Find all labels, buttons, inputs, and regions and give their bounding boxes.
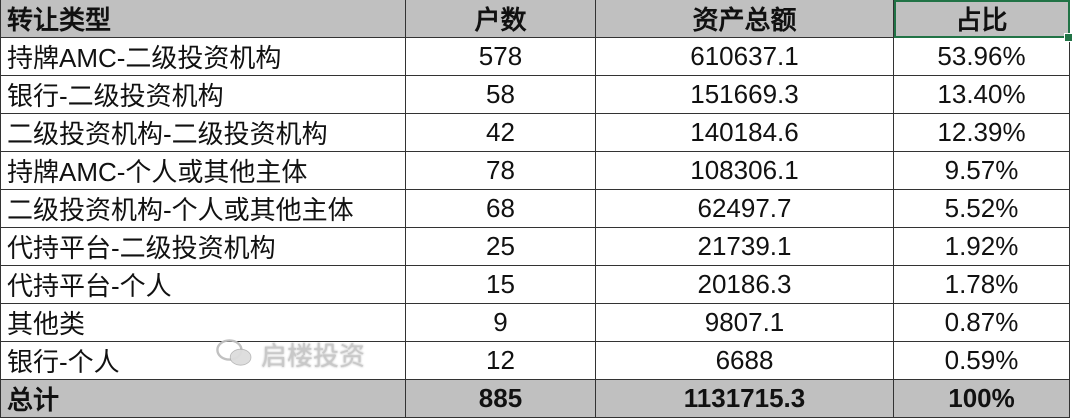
count-cell[interactable]: 68 bbox=[405, 189, 596, 228]
wechat-icon bbox=[216, 339, 252, 366]
share-cell[interactable]: 13.40% bbox=[893, 75, 1070, 114]
type-cell[interactable]: 代持平台-二级投资机构 bbox=[0, 227, 406, 266]
count-cell[interactable]: 12 bbox=[405, 341, 596, 380]
type-cell[interactable]: 持牌AMC-个人或其他主体 bbox=[0, 151, 406, 190]
count-cell[interactable]: 58 bbox=[405, 75, 596, 114]
table-row: 银行-个人 12 6688 0.59% bbox=[0, 341, 1070, 380]
share-cell[interactable]: 0.87% bbox=[893, 303, 1070, 342]
count-cell[interactable]: 42 bbox=[405, 113, 596, 152]
table-row: 持牌AMC-二级投资机构 578 610637.1 53.96% bbox=[0, 37, 1070, 76]
assets-cell[interactable]: 21739.1 bbox=[595, 227, 894, 266]
count-cell[interactable]: 9 bbox=[405, 303, 596, 342]
assets-cell[interactable]: 62497.7 bbox=[595, 189, 894, 228]
table-row: 银行-二级投资机构 58 151669.3 13.40% bbox=[0, 75, 1070, 114]
watermark: 启楼投资 bbox=[215, 338, 366, 371]
table-row: 持牌AMC-个人或其他主体 78 108306.1 9.57% bbox=[0, 151, 1070, 190]
table-row: 代持平台-二级投资机构 25 21739.1 1.92% bbox=[0, 227, 1070, 266]
header-cell-type[interactable]: 转让类型 bbox=[0, 0, 406, 38]
share-cell[interactable]: 0.59% bbox=[893, 341, 1070, 380]
header-row: 转让类型 户数 资产总额 占比 bbox=[0, 0, 1070, 38]
type-cell[interactable]: 其他类 bbox=[0, 303, 406, 342]
share-cell[interactable]: 100% bbox=[893, 379, 1070, 418]
table-row: 代持平台-个人 15 20186.3 1.78% bbox=[0, 265, 1070, 304]
total-row: 总计 885 1131715.3 100% bbox=[0, 379, 1070, 418]
table-row: 二级投资机构-个人或其他主体 68 62497.7 5.52% bbox=[0, 189, 1070, 228]
count-cell[interactable]: 25 bbox=[405, 227, 596, 266]
count-cell[interactable]: 78 bbox=[405, 151, 596, 190]
watermark-text: 启楼投资 bbox=[261, 340, 366, 371]
assets-cell[interactable]: 140184.6 bbox=[595, 113, 894, 152]
type-cell[interactable]: 代持平台-个人 bbox=[0, 265, 406, 304]
table-row: 二级投资机构-二级投资机构 42 140184.6 12.39% bbox=[0, 113, 1070, 152]
type-cell[interactable]: 银行-二级投资机构 bbox=[0, 75, 406, 114]
share-cell[interactable]: 9.57% bbox=[893, 151, 1070, 190]
share-cell[interactable]: 5.52% bbox=[893, 189, 1070, 228]
count-cell[interactable]: 15 bbox=[405, 265, 596, 304]
type-cell[interactable]: 二级投资机构-二级投资机构 bbox=[0, 113, 406, 152]
header-cell-count[interactable]: 户数 bbox=[405, 0, 596, 38]
type-cell[interactable]: 持牌AMC-二级投资机构 bbox=[0, 37, 406, 76]
header-cell-assets[interactable]: 资产总额 bbox=[595, 0, 894, 38]
type-cell[interactable]: 二级投资机构-个人或其他主体 bbox=[0, 189, 406, 228]
assets-cell[interactable]: 6688 bbox=[595, 341, 894, 380]
assets-cell[interactable]: 151669.3 bbox=[595, 75, 894, 114]
type-cell[interactable]: 总计 bbox=[0, 379, 406, 418]
assets-cell[interactable]: 108306.1 bbox=[595, 151, 894, 190]
share-cell[interactable]: 1.78% bbox=[893, 265, 1070, 304]
table-row: 其他类 9 9807.1 0.87% bbox=[0, 303, 1070, 342]
fill-handle[interactable] bbox=[1064, 33, 1073, 42]
assets-cell[interactable]: 20186.3 bbox=[595, 265, 894, 304]
header-cell-share-selected[interactable]: 占比 bbox=[893, 0, 1070, 38]
type-cell[interactable]: 银行-个人 bbox=[0, 341, 406, 380]
assets-cell[interactable]: 9807.1 bbox=[595, 303, 894, 342]
share-cell[interactable]: 1.92% bbox=[893, 227, 1070, 266]
share-cell[interactable]: 53.96% bbox=[893, 37, 1070, 76]
count-cell[interactable]: 885 bbox=[405, 379, 596, 418]
share-cell[interactable]: 12.39% bbox=[893, 113, 1070, 152]
count-cell[interactable]: 578 bbox=[405, 37, 596, 76]
assets-cell[interactable]: 1131715.3 bbox=[595, 379, 894, 418]
assets-cell[interactable]: 610637.1 bbox=[595, 37, 894, 76]
